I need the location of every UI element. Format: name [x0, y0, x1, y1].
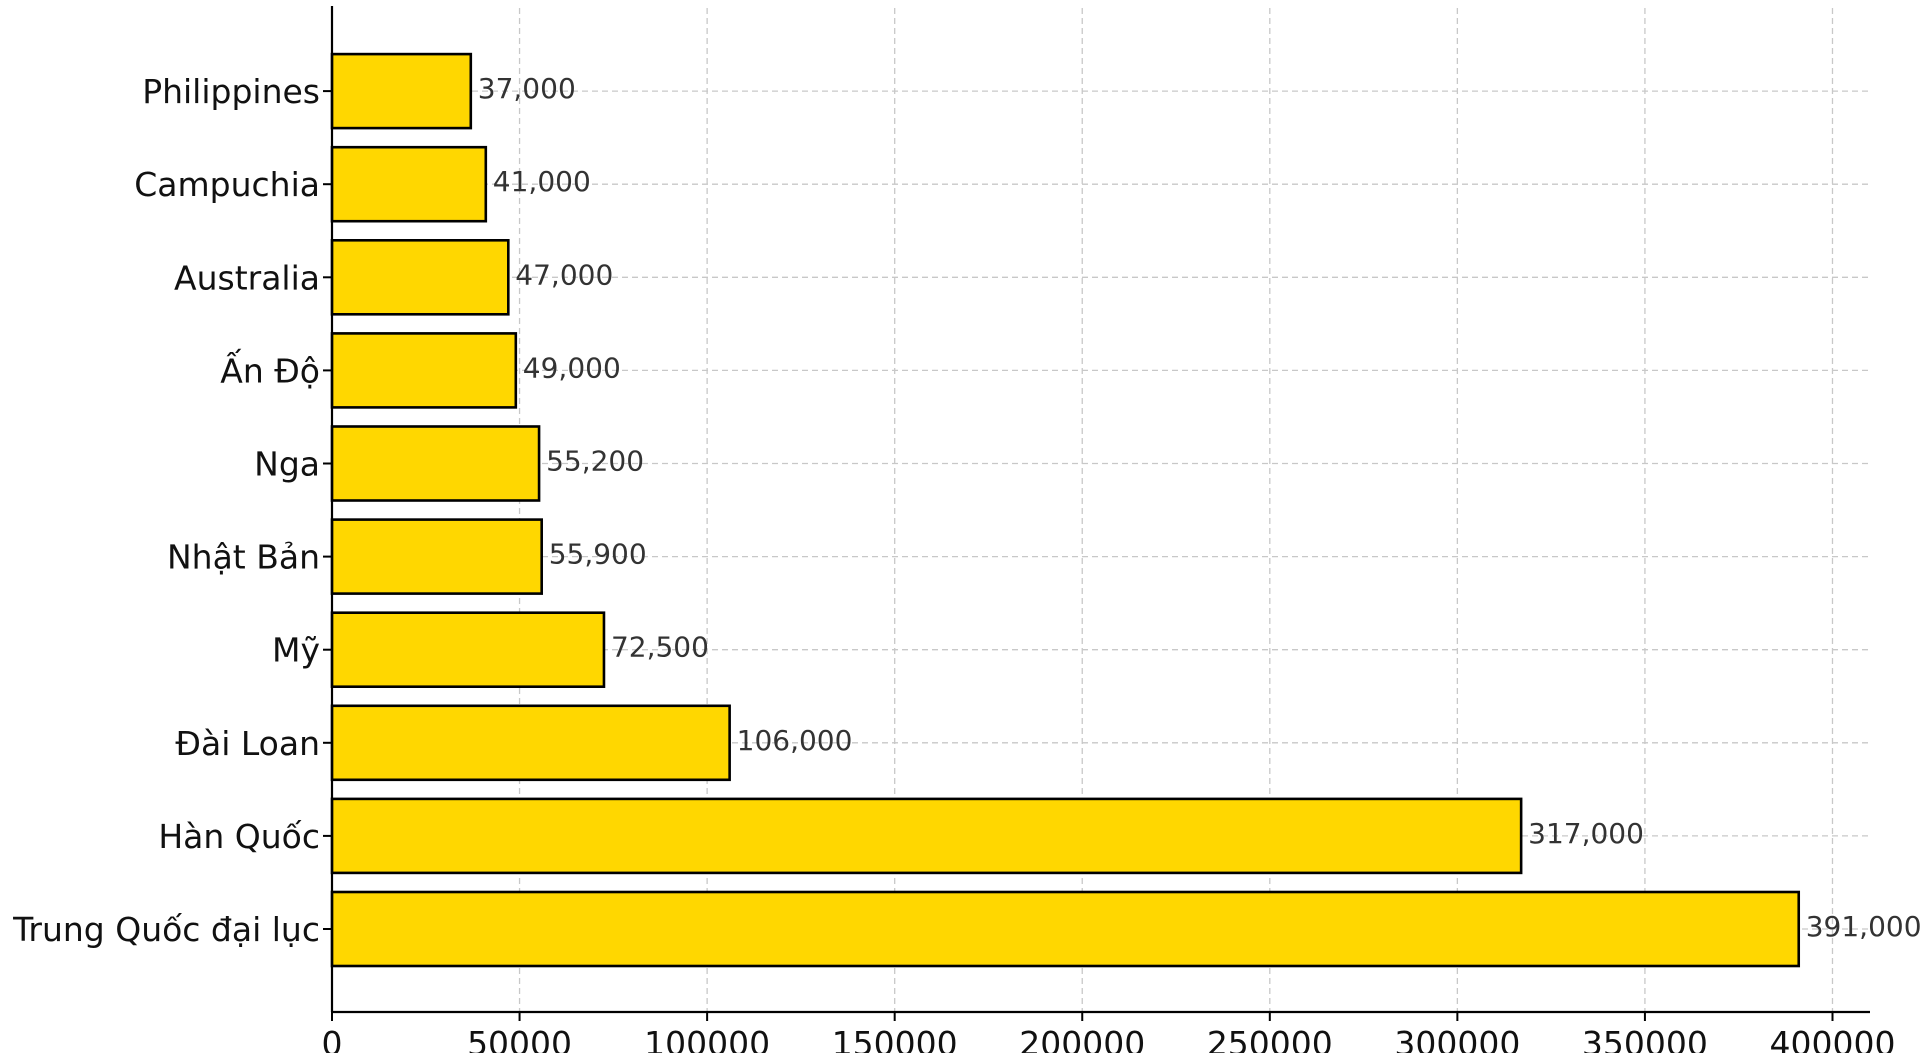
x-tick-label: 250000 — [1207, 1024, 1333, 1053]
category-label: Mỹ — [272, 631, 320, 670]
bar — [330, 704, 731, 782]
value-label: 55,900 — [549, 538, 647, 571]
bar — [330, 425, 541, 502]
bars — [330, 52, 1801, 968]
x-tick-label: 0 — [322, 1024, 343, 1053]
value-label: 41,000 — [493, 165, 591, 198]
value-label: 37,000 — [478, 72, 576, 105]
category-label: Australia — [174, 258, 320, 297]
value-label: 49,000 — [523, 351, 621, 384]
value-label: 317,000 — [1528, 817, 1644, 850]
x-tick-label: 400000 — [1769, 1024, 1895, 1053]
bar — [330, 145, 488, 223]
category-label: Philippines — [142, 72, 320, 111]
bar — [330, 518, 543, 595]
bar — [330, 890, 1801, 968]
value-label: 47,000 — [515, 258, 613, 291]
bar — [330, 611, 606, 689]
x-tick-label: 50000 — [467, 1024, 572, 1053]
category-label: Nga — [254, 445, 320, 484]
value-label: 391,000 — [1806, 910, 1922, 943]
bar — [330, 52, 473, 130]
x-tick-label: 100000 — [644, 1024, 770, 1053]
value-label: 106,000 — [737, 724, 853, 757]
axes — [323, 6, 1870, 1021]
value-label: 72,500 — [611, 631, 709, 664]
category-label: Campuchia — [134, 165, 320, 204]
category-label: Đài Loan — [175, 724, 320, 763]
bar — [330, 239, 510, 316]
value-label: 55,200 — [546, 445, 644, 478]
category-label: Trung Quốc đại lục — [12, 910, 320, 949]
category-label: Nhật Bản — [167, 538, 320, 577]
category-label: Hàn Quốc — [158, 817, 320, 856]
x-tick-label: 300000 — [1394, 1024, 1520, 1053]
x-tick-label: 200000 — [1019, 1024, 1145, 1053]
grid-lines — [332, 8, 1870, 1012]
labels: 0 50000 100000 150000 200000 250000 300000 3500… — [12, 72, 1921, 1053]
category-label: Ấn Độ — [220, 347, 320, 390]
bar — [330, 332, 518, 409]
x-tick-label: 350000 — [1582, 1024, 1708, 1053]
x-tick-label: 150000 — [832, 1024, 958, 1053]
bar — [330, 797, 1523, 875]
